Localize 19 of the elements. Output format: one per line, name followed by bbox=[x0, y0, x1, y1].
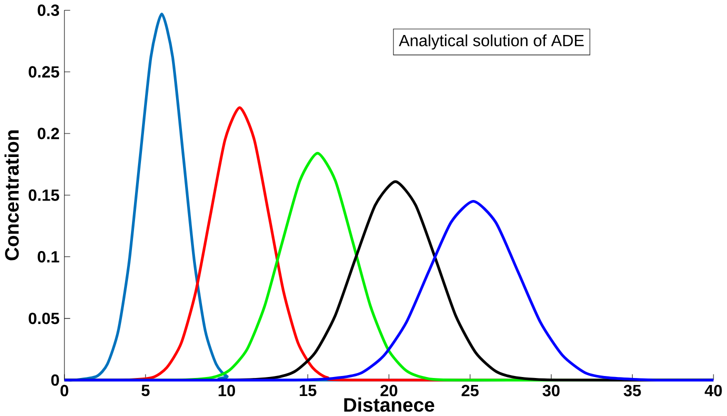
y-tick-label: 0 bbox=[51, 374, 59, 386]
y-tick-label: 0.2 bbox=[38, 128, 59, 140]
y-tick-label: 0.05 bbox=[28, 312, 60, 324]
annotation: Analytical solution of ADE bbox=[398, 34, 584, 50]
x-tick-label: 35 bbox=[624, 384, 641, 396]
y-tick-label: 0.1 bbox=[38, 250, 60, 262]
x-tick-label: 30 bbox=[542, 384, 560, 396]
y-tick-label: 0.3 bbox=[38, 4, 60, 16]
x-tick-label: 5 bbox=[142, 384, 150, 396]
x-axis-title: Distanece bbox=[344, 397, 434, 412]
x-tick-label: 15 bbox=[300, 384, 316, 396]
y-tick-label: 0.25 bbox=[28, 66, 60, 78]
y-axis-title: Concentration bbox=[4, 130, 19, 260]
y-tick-label: 0.15 bbox=[28, 189, 60, 201]
x-tick-label: 10 bbox=[218, 384, 236, 396]
x-tick-label: 25 bbox=[462, 384, 479, 396]
x-tick-label: 40 bbox=[704, 384, 722, 396]
x-tick-label: 0 bbox=[60, 384, 68, 396]
x-tick-label: 20 bbox=[380, 384, 398, 396]
